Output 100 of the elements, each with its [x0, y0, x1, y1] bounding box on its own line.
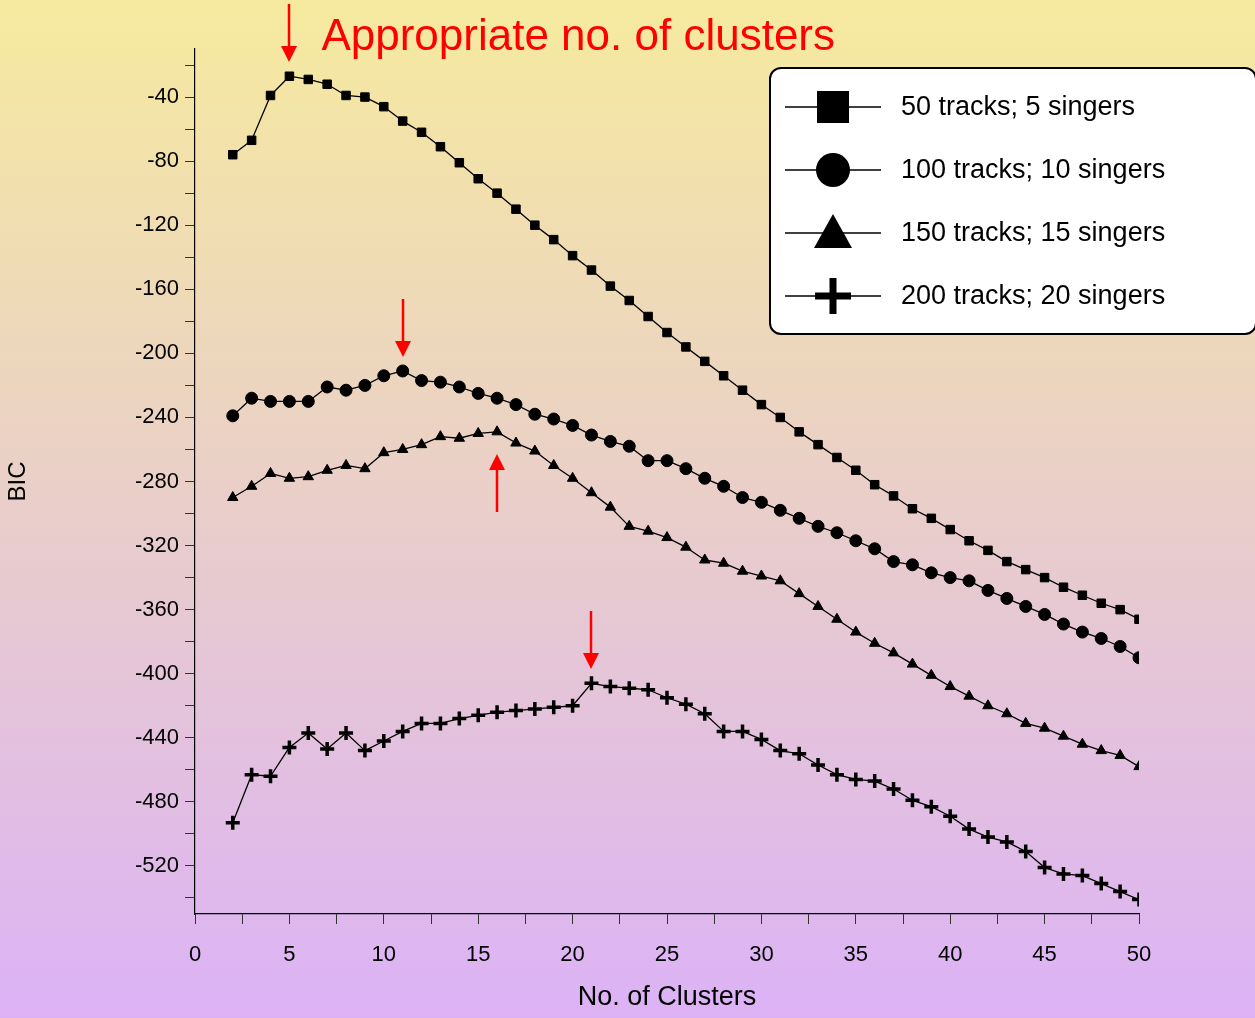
point — [491, 425, 503, 436]
point — [282, 394, 296, 408]
point — [793, 587, 805, 598]
point — [337, 724, 355, 742]
y-tick-label: -240 — [134, 403, 179, 429]
point — [794, 427, 804, 437]
point — [379, 101, 389, 112]
point — [903, 791, 922, 810]
point — [301, 394, 315, 408]
point — [302, 470, 314, 481]
point — [340, 458, 352, 469]
point — [752, 730, 771, 749]
point — [962, 574, 976, 588]
point — [922, 797, 941, 816]
point — [641, 454, 655, 468]
point — [472, 426, 484, 437]
point — [888, 491, 899, 501]
point — [360, 92, 370, 102]
point — [847, 770, 865, 789]
point — [849, 534, 863, 548]
point — [809, 756, 827, 774]
point — [1092, 874, 1110, 893]
point — [303, 74, 314, 85]
point — [321, 463, 333, 474]
y-tick-label: -280 — [134, 467, 179, 493]
point — [603, 434, 617, 448]
point — [1096, 598, 1106, 608]
point — [1038, 721, 1051, 732]
point — [943, 571, 957, 585]
point — [584, 428, 598, 442]
point — [507, 701, 525, 720]
point — [1016, 842, 1035, 861]
point — [1095, 744, 1107, 755]
point — [566, 418, 580, 432]
point — [736, 491, 750, 505]
point — [773, 503, 787, 517]
point — [639, 680, 657, 699]
point — [775, 412, 786, 423]
point — [226, 409, 240, 423]
x-axis-title: No. of Clusters — [577, 981, 757, 1012]
y-tick-label: -80 — [147, 147, 179, 173]
point — [696, 705, 714, 723]
point — [452, 380, 466, 394]
point — [245, 391, 259, 405]
point — [1056, 617, 1070, 631]
x-tick-label: 10 — [371, 941, 397, 967]
point — [964, 536, 974, 546]
point — [944, 680, 956, 691]
point — [1020, 564, 1031, 575]
point — [737, 385, 748, 395]
point — [454, 157, 465, 168]
point — [396, 364, 410, 378]
point — [718, 371, 729, 381]
point — [1077, 590, 1088, 600]
point — [755, 569, 768, 580]
point — [356, 741, 374, 760]
y-tick-label: -480 — [134, 787, 179, 813]
point — [412, 714, 431, 733]
point — [264, 394, 278, 408]
point — [1001, 707, 1013, 718]
point — [865, 772, 884, 790]
point — [830, 526, 844, 540]
point — [1058, 582, 1069, 592]
point — [1039, 572, 1050, 583]
annotation: Appropriate no. of clusters — [321, 10, 836, 60]
point — [1000, 591, 1014, 605]
point — [1076, 737, 1089, 748]
point — [601, 677, 620, 696]
point — [227, 491, 239, 502]
point — [661, 531, 673, 542]
point — [677, 695, 695, 713]
point — [979, 828, 997, 846]
x-tick-label: 40 — [937, 941, 963, 967]
point — [623, 519, 635, 530]
point — [511, 204, 521, 214]
point — [473, 174, 483, 184]
point — [265, 90, 276, 101]
x-tick-label: 0 — [188, 941, 202, 967]
point — [284, 71, 295, 81]
legend-label: 100 tracks; 10 singers — [901, 154, 1166, 185]
point — [700, 356, 710, 367]
point — [318, 740, 336, 758]
point — [1057, 729, 1070, 740]
point — [868, 542, 882, 556]
y-tick-label: -360 — [134, 595, 179, 621]
point — [717, 479, 731, 493]
point — [510, 436, 522, 447]
y-tick-label: -440 — [134, 723, 179, 749]
point — [790, 745, 808, 763]
point — [526, 700, 544, 718]
point — [320, 380, 334, 394]
point — [548, 234, 559, 245]
point — [624, 295, 634, 306]
point — [658, 689, 676, 707]
point — [924, 566, 938, 580]
point — [1115, 604, 1125, 615]
x-tick-label: 30 — [749, 941, 774, 967]
point — [811, 519, 825, 533]
point — [471, 386, 485, 400]
point — [488, 703, 506, 721]
